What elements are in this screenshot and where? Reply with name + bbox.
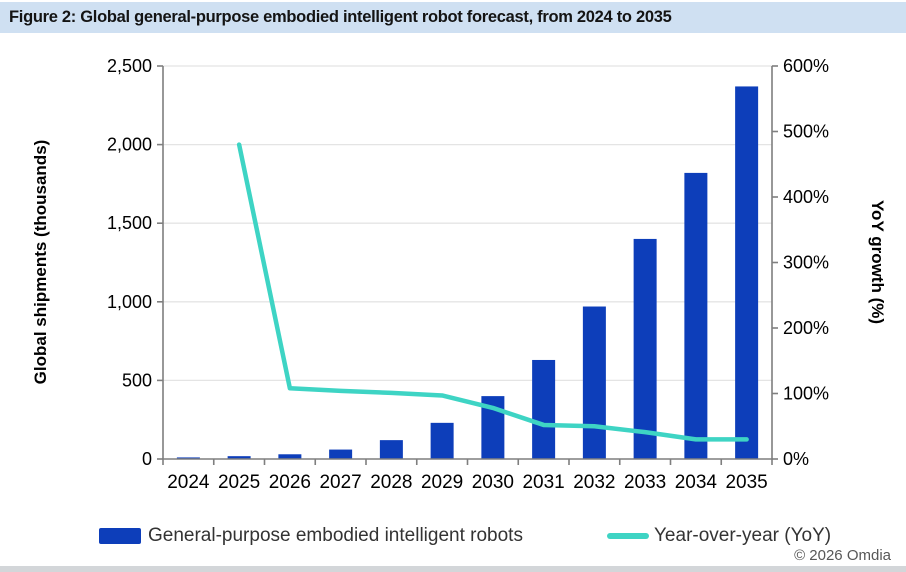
right-tick-label: 500% [783, 122, 829, 142]
x-tick-label: 2033 [624, 472, 666, 493]
figure-title-bar: Figure 2: Global general-purpose embodie… [0, 2, 906, 33]
bar-2032 [582, 306, 606, 459]
right-tick-label: 600% [783, 56, 829, 76]
yoy-growth-line [236, 142, 749, 442]
right-tick-label: 0% [783, 449, 809, 469]
x-tick-label: 2031 [522, 472, 564, 493]
bar-2031 [532, 359, 556, 459]
x-tick-label: 2027 [319, 472, 361, 493]
x-tick-label: 2032 [573, 472, 615, 493]
bar-2028 [379, 440, 403, 459]
legend-label-yoy: Year-over-year (YoY) [654, 525, 832, 546]
left-tick-label: 0 [142, 449, 152, 469]
bar-2029 [430, 422, 454, 459]
x-tick-label: 2026 [269, 472, 311, 493]
left-tick-label: 2,000 [107, 135, 152, 155]
left-tick-label: 2,500 [107, 56, 152, 76]
right-axis-title: YoY growth (%) [868, 200, 887, 324]
chart-legend: General-purpose embodied intelligent rob… [0, 523, 906, 549]
bar-legend-swatch-icon [99, 528, 141, 544]
bar-2027 [329, 449, 353, 459]
bar-2025 [227, 456, 251, 459]
left-tick-label: 1,000 [107, 292, 152, 312]
x-tick-label: 2030 [472, 472, 514, 493]
legend-item-robots: General-purpose embodied intelligent rob… [99, 523, 523, 549]
x-tick-label: 2029 [421, 472, 463, 493]
chart-canvas: 0 500 1,000 1,500 2,000 2,500 0% 100% 200% 300% 40… [31, 56, 887, 493]
bar-2035 [735, 86, 759, 459]
left-tick-label: 500 [122, 370, 152, 390]
x-tick-label: 2028 [370, 472, 412, 493]
bar-2026 [278, 454, 302, 459]
x-tick-label: 2035 [725, 472, 767, 493]
bar-2033 [633, 238, 657, 459]
footer-divider [0, 566, 906, 572]
left-axis-title: Global shipments (thousands) [31, 140, 50, 385]
bar-2034 [684, 172, 708, 459]
x-tick-label: 2034 [675, 472, 718, 493]
legend-label-robots: General-purpose embodied intelligent rob… [148, 525, 523, 546]
x-tick-label: 2025 [218, 472, 260, 493]
copyright-note: © 2026 Omdia [794, 547, 891, 564]
right-tick-label: 100% [783, 384, 829, 404]
left-tick-label: 1,500 [107, 213, 152, 233]
right-tick-label: 200% [783, 318, 829, 338]
right-tick-label: 300% [783, 253, 829, 273]
line-legend-swatch-icon [607, 533, 649, 539]
right-tick-label: 400% [783, 187, 829, 207]
figure-title: Figure 2: Global general-purpose embodie… [9, 8, 672, 26]
legend-item-yoy: Year-over-year (YoY) [607, 523, 831, 549]
x-tick-label: 2024 [167, 472, 210, 493]
